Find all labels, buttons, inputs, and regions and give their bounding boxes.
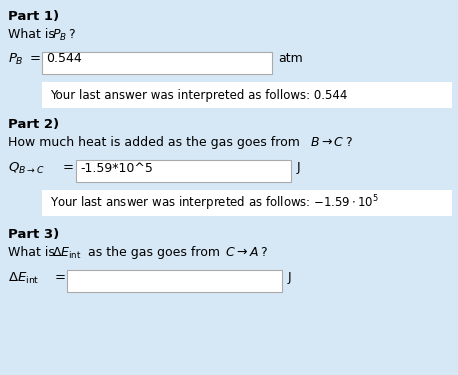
Text: ?: ? bbox=[260, 246, 267, 259]
Text: ?: ? bbox=[68, 28, 75, 41]
Text: $P_B$: $P_B$ bbox=[8, 51, 24, 66]
Text: Part 3): Part 3) bbox=[8, 228, 59, 241]
Text: What is: What is bbox=[8, 28, 59, 41]
Text: ?: ? bbox=[345, 136, 352, 149]
Text: as the gas goes from: as the gas goes from bbox=[88, 246, 224, 259]
Text: J: J bbox=[288, 272, 292, 285]
Text: Part 2): Part 2) bbox=[8, 118, 59, 131]
FancyBboxPatch shape bbox=[42, 52, 272, 74]
Text: $B \rightarrow C$: $B \rightarrow C$ bbox=[310, 136, 344, 149]
Text: atm: atm bbox=[278, 53, 303, 66]
Text: -1.59*10^5: -1.59*10^5 bbox=[80, 162, 153, 174]
Text: $P_B$: $P_B$ bbox=[52, 28, 67, 43]
Text: =: = bbox=[55, 272, 66, 285]
FancyBboxPatch shape bbox=[42, 190, 452, 216]
Text: Your last answer was interpreted as follows: 0.544: Your last answer was interpreted as foll… bbox=[50, 88, 347, 102]
Text: Your last answer was interpreted as follows: $-1.59 \cdot 10^5$: Your last answer was interpreted as foll… bbox=[50, 193, 379, 213]
Text: =: = bbox=[63, 162, 74, 174]
Text: $Q_{B\rightarrow C}$: $Q_{B\rightarrow C}$ bbox=[8, 160, 44, 176]
FancyBboxPatch shape bbox=[67, 270, 282, 292]
Text: How much heat is added as the gas goes from: How much heat is added as the gas goes f… bbox=[8, 136, 304, 149]
Text: $C \rightarrow A$: $C \rightarrow A$ bbox=[225, 246, 259, 259]
Text: $\Delta E_{\mathrm{int}}$: $\Delta E_{\mathrm{int}}$ bbox=[8, 270, 39, 285]
FancyBboxPatch shape bbox=[76, 160, 291, 182]
Text: =: = bbox=[30, 53, 41, 66]
Text: $\Delta E_{\mathrm{int}}$: $\Delta E_{\mathrm{int}}$ bbox=[52, 246, 82, 261]
FancyBboxPatch shape bbox=[42, 82, 452, 108]
Text: 0.544: 0.544 bbox=[46, 53, 82, 66]
Text: J: J bbox=[297, 162, 300, 174]
Text: What is: What is bbox=[8, 246, 59, 259]
Text: Part 1): Part 1) bbox=[8, 10, 59, 23]
